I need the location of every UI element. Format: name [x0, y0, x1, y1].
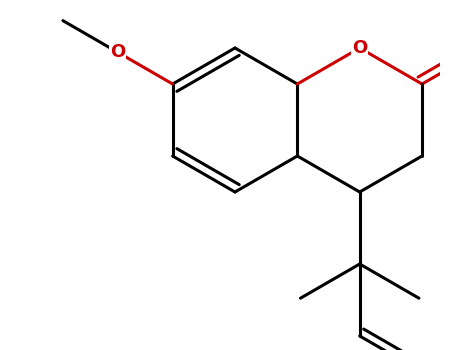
Text: O: O [352, 39, 367, 57]
Text: O: O [110, 43, 126, 61]
